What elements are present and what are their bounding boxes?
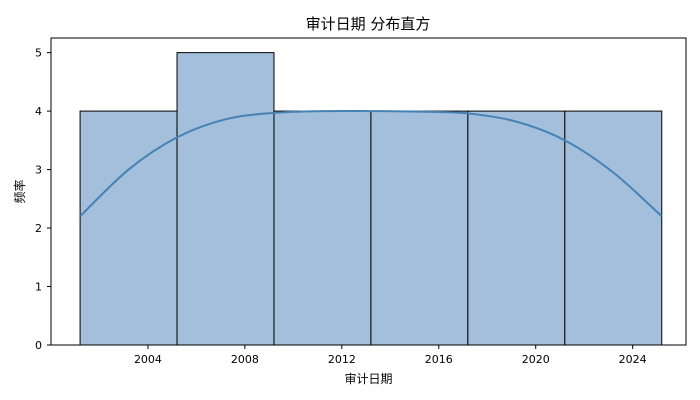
x-tick-label: 2004	[134, 353, 162, 366]
x-tick-label: 2008	[231, 353, 259, 366]
chart-title: 审计日期 分布直方	[306, 15, 431, 33]
plot-area-frame	[50, 37, 687, 346]
x-tick-label: 2024	[619, 353, 647, 366]
histogram-bar-5	[467, 110, 566, 346]
kde-curve	[79, 109, 663, 218]
kde-layer	[79, 109, 663, 218]
histogram-bar-3	[273, 110, 372, 346]
y-tick-label: 1	[35, 281, 42, 294]
y-tick-label: 4	[35, 105, 42, 118]
x-tick-label: 2016	[425, 353, 453, 366]
y-axis-label: 频率	[12, 179, 27, 203]
histogram-bar-2	[176, 52, 275, 346]
x-tick-label: 2020	[522, 353, 550, 366]
y-tick-label: 0	[35, 339, 42, 352]
y-axis-ticks: 0 1 2 3 4 5	[35, 47, 51, 352]
histogram-bar-4	[370, 110, 469, 346]
x-axis-label: 审计日期	[344, 371, 392, 386]
y-tick-label: 2	[35, 222, 42, 235]
bars-layer	[79, 52, 663, 346]
y-tick-label: 5	[35, 47, 42, 60]
y-tick-label: 3	[35, 164, 42, 177]
x-tick-label: 2012	[328, 353, 356, 366]
histogram-bar-1	[79, 110, 178, 346]
x-axis-ticks: 2004 2008 2012 2016 2020 2024	[134, 345, 647, 366]
histogram-bar-6	[564, 110, 663, 346]
